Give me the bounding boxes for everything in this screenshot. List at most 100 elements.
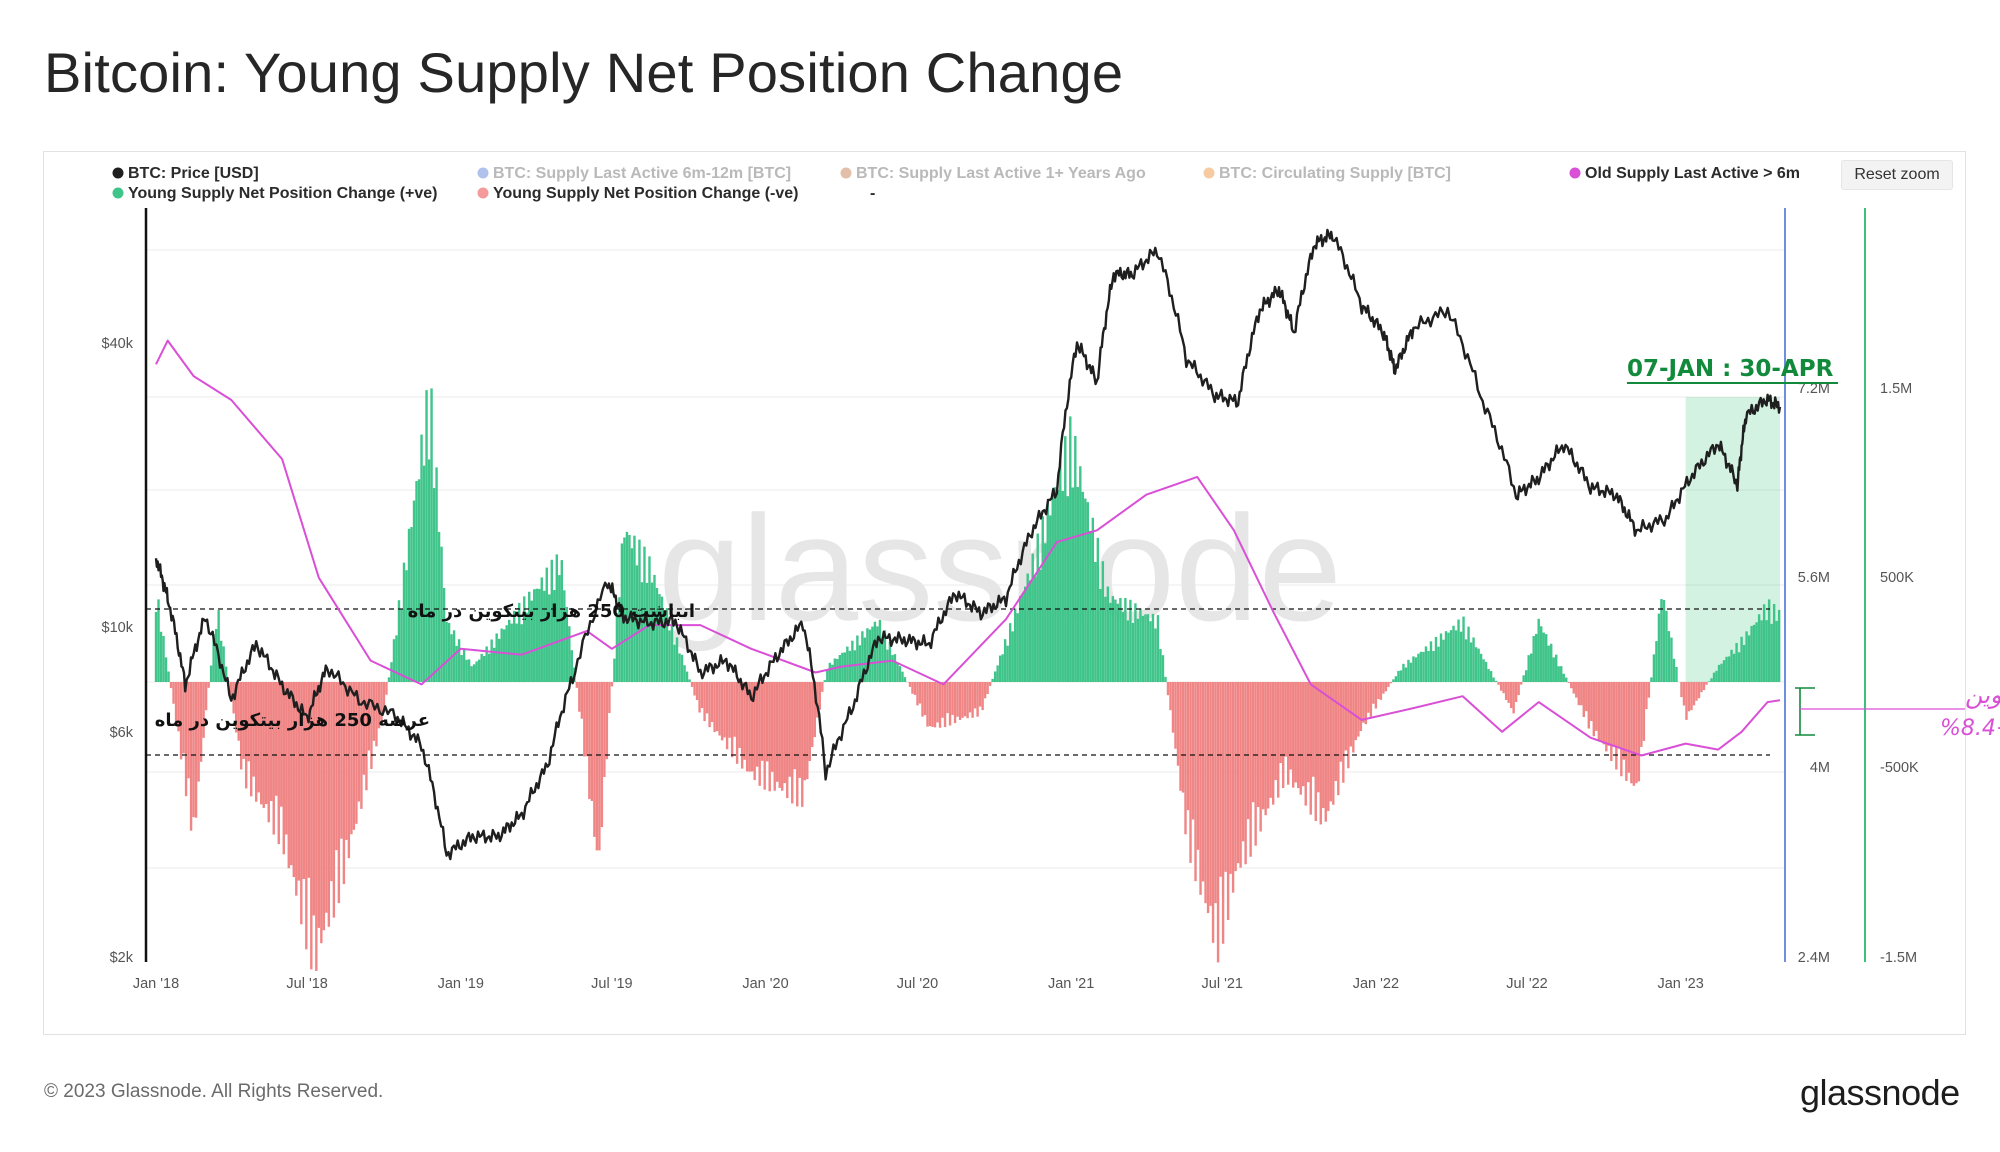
young-supply-bar [1179, 682, 1182, 791]
young-supply-bar [670, 621, 674, 682]
young-supply-bar [1011, 631, 1014, 682]
young-supply-bar [1555, 654, 1558, 682]
legend-item[interactable]: BTC: Supply Last Active 1+ Years Ago [840, 165, 1146, 182]
young-supply-bar [1727, 656, 1731, 682]
young-supply-bar [508, 619, 511, 682]
young-supply-bar [1740, 636, 1743, 682]
young-supply-bar [1266, 682, 1270, 809]
young-supply-bar [1630, 682, 1633, 784]
young-supply-bar [866, 628, 869, 682]
legend-item[interactable]: Young Supply Net Position Change (-ve) [477, 185, 799, 202]
young-supply-bar [750, 682, 754, 772]
young-supply-bar [1229, 682, 1232, 874]
young-supply-bar [918, 682, 922, 704]
young-supply-bar [340, 682, 343, 839]
young-supply-bar [1527, 655, 1530, 682]
young-supply-bar [966, 682, 969, 719]
young-supply-bar [733, 682, 736, 737]
young-supply-bar [189, 682, 193, 831]
young-supply-bar [1750, 625, 1753, 682]
young-supply-bar [1146, 614, 1150, 682]
young-supply-bar [1772, 603, 1776, 682]
young-supply-bar [1492, 677, 1495, 682]
young-supply-bar [973, 682, 977, 709]
legend-item[interactable]: - [870, 185, 875, 202]
young-supply-bar [192, 682, 195, 818]
young-supply-bar [705, 682, 709, 714]
young-supply-bar [618, 597, 621, 682]
young-supply-bar [412, 500, 416, 682]
young-supply-bar [1550, 643, 1553, 682]
reset-zoom-button[interactable]: Reset zoom [1841, 160, 1953, 190]
young-supply-bar [427, 459, 431, 682]
young-supply-bar [1114, 599, 1117, 682]
young-supply-bar [290, 682, 293, 866]
young-supply-bar [1111, 596, 1115, 682]
young-supply-bar [154, 611, 158, 682]
young-supply-bar [462, 649, 466, 682]
young-supply-bar [302, 682, 306, 880]
young-supply-bar [695, 682, 699, 701]
young-supply-bar [958, 682, 962, 720]
young-supply-bar [1271, 682, 1275, 805]
young-supply-bar [327, 682, 331, 927]
young-supply-bar [1690, 682, 1693, 711]
young-supply-bar [690, 682, 694, 687]
young-supply-bar [1625, 682, 1628, 781]
young-supply-bar [1066, 496, 1069, 682]
young-supply-bar [1529, 653, 1533, 682]
young-supply-bar [1201, 682, 1205, 882]
young-supply-bar [1562, 673, 1565, 682]
legend-item[interactable]: BTC: Price [USD] [112, 165, 259, 182]
price-tick-label: $40k [102, 336, 134, 352]
young-supply-bar [803, 682, 806, 781]
young-supply-bar [650, 582, 654, 682]
young-supply-bar [372, 682, 376, 741]
young-supply-bar [267, 682, 270, 823]
young-supply-bar [357, 682, 361, 802]
young-supply-bar [1349, 682, 1353, 747]
young-supply-bar [808, 682, 811, 761]
young-supply-bar [1089, 530, 1092, 682]
young-supply-bar [1537, 618, 1540, 682]
young-supply-bar [1003, 639, 1007, 682]
young-supply-bar [275, 682, 278, 796]
old-supply-line [155, 339, 1781, 757]
young-supply-bar [1039, 569, 1042, 682]
young-supply-bar [1016, 613, 1019, 682]
young-supply-bar [1552, 657, 1555, 682]
young-supply-bar [1332, 682, 1335, 805]
legend-item[interactable]: BTC: Circulating Supply [BTC] [1203, 165, 1451, 182]
young-supply-bar [1702, 682, 1706, 691]
young-supply-bar [578, 682, 581, 712]
legend-item[interactable]: Young Supply Net Position Change (+ve) [112, 185, 438, 202]
young-supply-bar [941, 682, 944, 718]
legend-item[interactable]: BTC: Supply Last Active 6m-12m [BTC] [477, 165, 792, 182]
legend-label: BTC: Supply Last Active 6m-12m [BTC] [493, 165, 791, 182]
young-supply-bar [916, 682, 919, 706]
young-supply-bar [898, 666, 902, 682]
legend-item[interactable]: Old Supply Last Active > 6m [1569, 165, 1801, 182]
young-supply-bar [1254, 682, 1257, 846]
young-supply-bar [1074, 436, 1077, 682]
young-supply-bar [1667, 631, 1671, 682]
legend-label: Young Supply Net Position Change (-ve) [493, 185, 798, 202]
young-supply-bar [157, 599, 160, 682]
young-supply-bar [1422, 651, 1425, 682]
young-supply-bar [558, 575, 561, 682]
young-supply-bar [1412, 656, 1415, 682]
young-supply-bar [385, 682, 388, 695]
young-supply-bar [675, 637, 679, 682]
young-supply-bar [1101, 561, 1105, 682]
young-supply-bar [1524, 670, 1528, 682]
young-supply-bar [1231, 682, 1235, 893]
young-supply-bar [1364, 682, 1368, 725]
young-supply-bar [1119, 597, 1122, 682]
young-supply-bar [1246, 682, 1250, 820]
young-supply-bar [1099, 588, 1102, 682]
young-supply-bar [793, 682, 796, 770]
young-supply-bar [315, 682, 318, 971]
young-supply-bar [1737, 652, 1741, 682]
young-supply-bar [1304, 682, 1307, 806]
